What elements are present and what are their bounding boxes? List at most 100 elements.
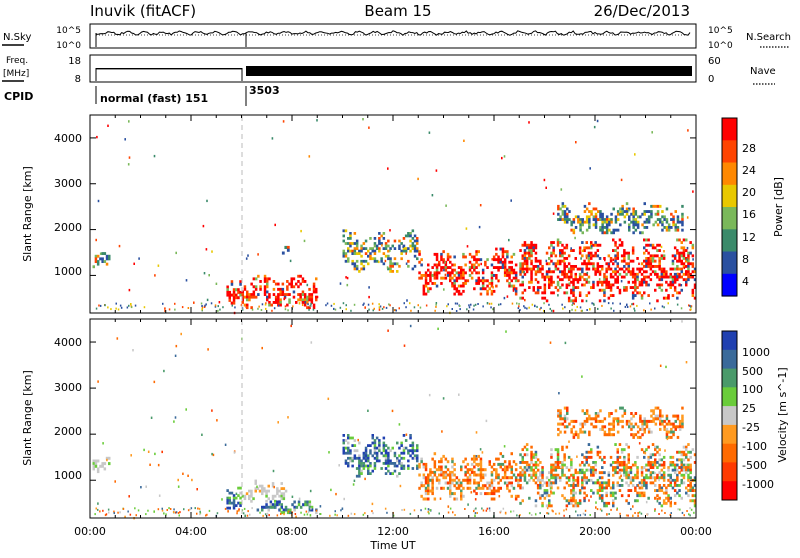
velocity-cell <box>521 461 524 464</box>
power-scatter <box>445 204 447 207</box>
velocity-cell <box>689 468 692 472</box>
power-cell <box>661 215 664 219</box>
power-cell <box>548 262 551 266</box>
power-cell <box>464 255 467 259</box>
power-cell <box>561 251 564 255</box>
velocity-cell <box>473 457 476 461</box>
velocity-cell <box>453 484 456 488</box>
power-cell <box>572 265 575 268</box>
power-cell <box>272 287 276 291</box>
power-near-range <box>217 309 219 312</box>
velocity-cell <box>416 454 419 458</box>
power-cell <box>656 299 659 303</box>
power-near-range <box>466 308 468 311</box>
power-cell <box>636 226 640 229</box>
power-y-tick-4000: 4000 <box>54 132 82 145</box>
velocity-cell <box>590 466 593 469</box>
velocity-cell <box>643 430 646 434</box>
power-cell <box>578 278 582 282</box>
velocity-cell <box>514 494 518 498</box>
velocity-cell <box>407 467 410 470</box>
power-cell <box>263 274 267 278</box>
power-cell <box>671 294 675 297</box>
velocity-cell <box>411 449 415 453</box>
power-cell <box>687 251 690 255</box>
velocity-cell <box>693 476 697 480</box>
velocity-cell <box>267 497 270 501</box>
velocity-cell <box>457 484 461 488</box>
power-cell <box>508 274 511 277</box>
power-cell <box>608 228 611 232</box>
velocity-cell <box>581 481 584 485</box>
power-cell <box>541 275 544 279</box>
velocity-cell <box>103 462 107 466</box>
power-cell <box>570 228 573 232</box>
power-cell <box>362 259 366 263</box>
power-cell <box>631 280 635 284</box>
power-cell <box>490 276 494 280</box>
power-cell <box>658 275 661 279</box>
velocity-cell <box>627 471 630 475</box>
power-near-range <box>201 305 203 307</box>
power-cell <box>497 258 500 262</box>
velocity-cell <box>596 481 600 485</box>
power-cell <box>254 295 258 299</box>
velocity-cell <box>616 419 620 423</box>
power-near-range <box>490 302 493 305</box>
power-cell <box>645 265 648 268</box>
velocity-scatter <box>685 361 688 364</box>
velocity-cell <box>570 489 573 492</box>
power-cell <box>598 280 602 284</box>
power-cell <box>230 282 234 286</box>
power-cell <box>301 290 305 294</box>
power-cell <box>559 270 562 274</box>
velocity-scatter <box>298 497 301 500</box>
velocity-cell <box>565 466 569 469</box>
power-cell <box>94 257 98 261</box>
velocity-cell <box>596 450 600 454</box>
power-cell <box>607 296 611 300</box>
velocity-cell <box>267 489 270 493</box>
power-cell <box>492 289 496 293</box>
x-tick-0400: 04:00 <box>175 525 207 538</box>
velocity-cell <box>674 419 677 423</box>
power-cell <box>673 275 677 279</box>
velocity-cell <box>503 473 507 477</box>
velocity-near-range <box>287 510 290 513</box>
velocity-cell <box>389 472 392 475</box>
power-cell <box>578 275 582 279</box>
velocity-cell <box>519 486 522 490</box>
power-cell <box>687 270 690 274</box>
power-cell <box>628 215 631 219</box>
power-cell <box>301 301 305 304</box>
power-cell <box>667 294 670 297</box>
power-cell <box>665 228 669 232</box>
power-cell <box>506 279 509 283</box>
velocity-cell <box>557 433 560 437</box>
power-cell <box>490 274 494 277</box>
power-cell <box>598 265 602 268</box>
velocity-cell <box>550 473 553 477</box>
power-scatter <box>282 120 285 123</box>
velocity-cell <box>605 481 608 485</box>
power-cell <box>609 283 613 287</box>
velocity-cell <box>442 476 445 480</box>
power-cell <box>631 259 635 263</box>
power-cell <box>442 250 445 254</box>
power-cell <box>572 278 575 282</box>
power-cell <box>640 267 644 271</box>
power-cell <box>559 207 562 211</box>
power-cell <box>673 288 677 292</box>
power-cell <box>652 223 655 227</box>
cpid-row: CPID normal (fast) 151 3503 <box>4 84 280 106</box>
velocity-cell <box>634 489 637 492</box>
velocity-cell <box>658 471 661 475</box>
power-cell <box>649 272 653 276</box>
power-cell <box>623 257 626 260</box>
power-cell <box>590 286 593 289</box>
power-cell <box>411 229 415 233</box>
velocity-cell <box>625 466 628 469</box>
velocity-cell <box>678 427 682 431</box>
power-cell <box>389 264 392 268</box>
power-cell <box>605 231 609 235</box>
